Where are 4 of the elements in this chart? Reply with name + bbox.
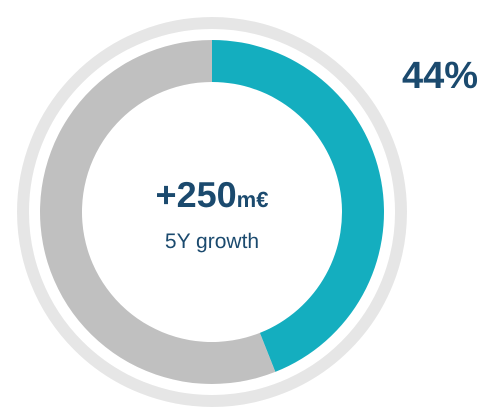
text: +250m€ [156, 174, 268, 215]
donut-slice [40, 40, 276, 384]
data-label: 44% [402, 55, 478, 97]
text: 5Y growth [164, 230, 260, 253]
